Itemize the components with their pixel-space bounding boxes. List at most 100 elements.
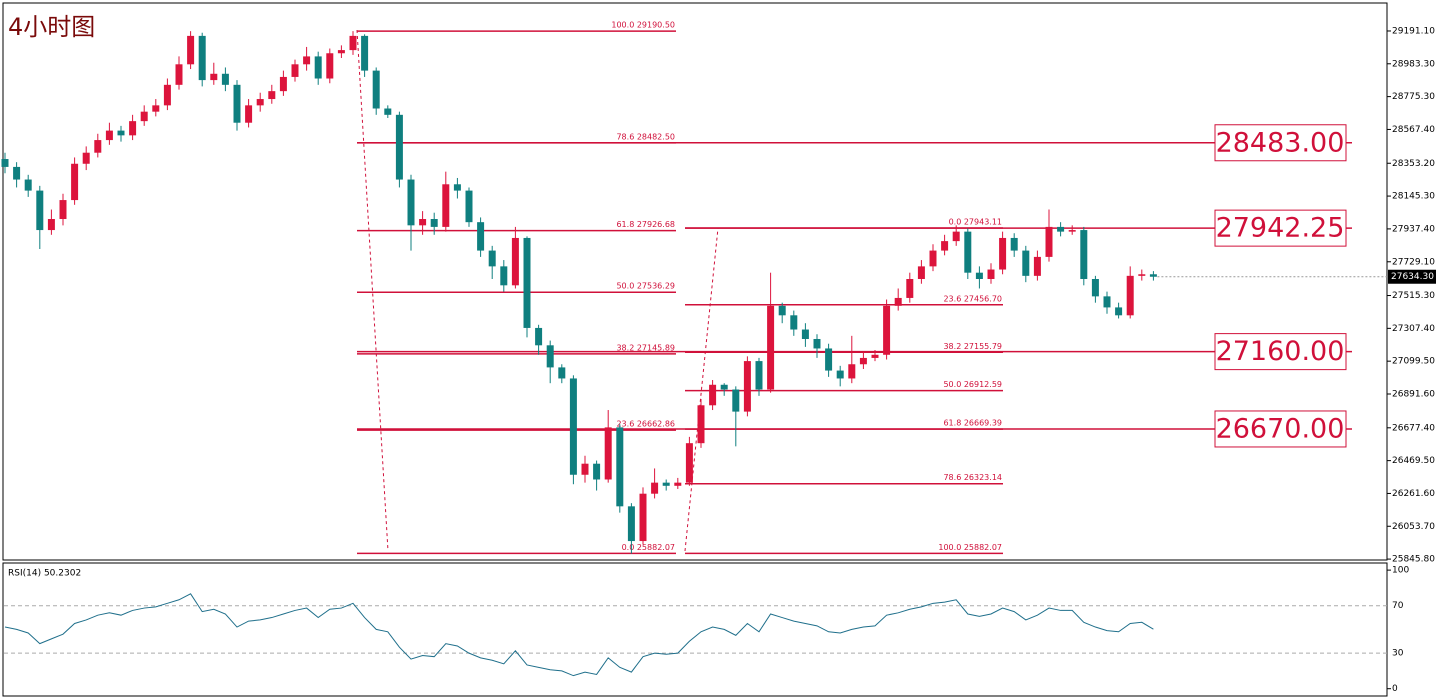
- candle-body: [952, 231, 960, 242]
- level-box: [1214, 124, 1347, 162]
- candle-body: [407, 179, 415, 226]
- fib-label: 61.8 27926.68: [616, 220, 675, 229]
- fib-label: 0.0 25882.07: [622, 543, 675, 552]
- candle-body: [105, 130, 113, 141]
- candle-body: [941, 241, 949, 251]
- y-tick-label: 28567.40: [1392, 125, 1435, 135]
- candle-body: [500, 266, 508, 286]
- candle-body: [47, 219, 55, 231]
- y-tick-label: 27729.10: [1392, 257, 1435, 267]
- candle-body: [1091, 279, 1099, 297]
- candle-body: [1022, 250, 1030, 276]
- candle-body: [999, 237, 1007, 270]
- candle-body: [523, 237, 531, 328]
- candle-body: [755, 361, 763, 390]
- candle-body: [233, 84, 241, 123]
- level-box: [1214, 333, 1347, 371]
- candle-body: [198, 35, 206, 81]
- candle-body: [697, 405, 705, 444]
- candle-body: [256, 99, 264, 106]
- fib-label: 38.2 27145.89: [616, 343, 675, 352]
- candle-body: [778, 305, 786, 316]
- y-tick-label: 27937.40: [1392, 224, 1435, 234]
- candle-body: [465, 190, 473, 223]
- y-tick-label: 28353.20: [1392, 159, 1435, 169]
- fib-label: 0.0 27943.11: [949, 217, 1002, 226]
- y-tick-label: 26261.60: [1392, 489, 1435, 499]
- fib-label: 100.0 29190.50: [611, 21, 675, 30]
- fib-trend-line: [356, 29, 389, 552]
- candle-body: [848, 364, 856, 379]
- fib-label: 78.6 26323.14: [943, 473, 1002, 482]
- candle-body: [511, 237, 519, 286]
- fib-label: 50.0 27536.29: [616, 282, 675, 291]
- candle-body: [337, 50, 345, 54]
- level-label: 26670.00: [1216, 413, 1345, 444]
- y-tick-label: 27099.50: [1392, 357, 1435, 367]
- candle-body: [152, 105, 160, 112]
- candle-body: [384, 108, 392, 115]
- candle-body: [767, 305, 775, 390]
- y-tick-label: 26469.50: [1392, 456, 1435, 466]
- candle-body: [36, 190, 44, 231]
- candle-body: [245, 105, 253, 123]
- rsi-tick-label: 70: [1392, 601, 1404, 611]
- candle-body: [720, 384, 728, 390]
- candle-body: [975, 272, 983, 280]
- candle-body: [71, 163, 79, 201]
- candle-body: [1, 159, 9, 167]
- y-tick-label: 26891.60: [1392, 389, 1435, 399]
- candle-body: [129, 121, 137, 136]
- candle-body: [685, 443, 693, 483]
- rsi-pane: [2, 562, 1388, 697]
- candle-body: [372, 70, 380, 109]
- candle-body: [442, 184, 450, 227]
- candle-body: [326, 53, 334, 79]
- candle-body: [639, 493, 647, 542]
- candle-body: [604, 427, 612, 480]
- candle-body: [13, 166, 21, 180]
- candle-body: [187, 35, 195, 65]
- y-tick-label: 28983.30: [1392, 59, 1435, 69]
- candle-body: [859, 357, 867, 365]
- fib-label: 100.0 25882.07: [938, 543, 1002, 552]
- candle-body: [790, 315, 798, 330]
- candle-body: [1115, 307, 1123, 316]
- candle-body: [163, 84, 171, 106]
- candle-body: [1033, 256, 1041, 276]
- candle-body: [616, 427, 624, 507]
- candle-body: [917, 266, 925, 280]
- candle-body: [488, 250, 496, 267]
- y-tick-label: 28775.30: [1392, 92, 1435, 102]
- fib-label: 78.6 28482.50: [616, 132, 675, 141]
- candle-body: [569, 378, 577, 475]
- candle-body: [593, 463, 601, 480]
- candle-body: [1103, 296, 1111, 308]
- level-label: 28483.00: [1216, 127, 1345, 158]
- price-marker-label: 27634.30: [1391, 272, 1434, 282]
- fib-label: 50.0 26912.59: [943, 380, 1002, 389]
- candle-body: [546, 345, 554, 368]
- candle-body: [361, 35, 369, 71]
- candle-body: [906, 279, 914, 298]
- candle-body: [743, 361, 751, 412]
- level-box: [1214, 410, 1347, 448]
- fib-label: 23.6 26662.86: [616, 420, 675, 429]
- candle-body: [117, 130, 125, 136]
- candle-body: [140, 111, 148, 122]
- candle-body: [453, 184, 461, 191]
- level-label: 27160.00: [1216, 336, 1345, 367]
- candle-body: [1138, 274, 1146, 276]
- candle-body: [349, 35, 357, 51]
- fib-label: 23.6 27456.70: [943, 294, 1002, 303]
- candle-body: [535, 327, 543, 346]
- candle-body: [430, 219, 438, 227]
- level-label: 27942.25: [1216, 213, 1345, 244]
- candle-body: [558, 367, 566, 379]
- rsi-tick-label: 100: [1392, 566, 1409, 576]
- price-marker-box: [1388, 269, 1436, 284]
- candle-body: [1080, 230, 1088, 280]
- rsi-tick-label: 0: [1392, 684, 1398, 694]
- candle-body: [1149, 274, 1157, 277]
- candle-body: [801, 329, 809, 339]
